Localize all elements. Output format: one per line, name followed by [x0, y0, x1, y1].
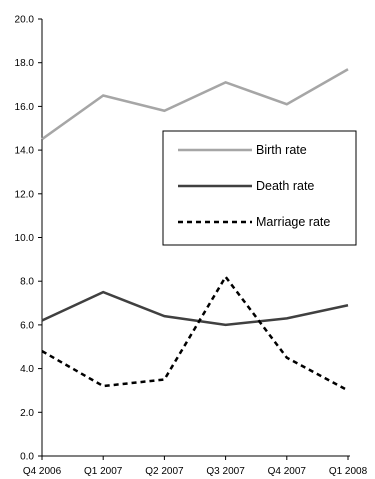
x-tick-label: Q4 2007: [268, 466, 307, 477]
series-line-birth-rate: [41, 68, 349, 141]
series-group: [41, 68, 349, 392]
legend-label-birth-rate: Birth rate: [256, 143, 307, 157]
x-tick-group: Q4 2006 Q1 2007 Q2 2007 Q3 2007 Q4 2007 Q1 20…: [23, 456, 368, 477]
y-tick-label: 0.0: [20, 452, 34, 463]
y-tick-group: 0.0 2.0 4.0 6.0 8.0 10.0 12.0 14.0 16.0 18.0 20.0: [15, 15, 42, 463]
legend-label-marriage-rate: Marriage rate: [256, 215, 330, 229]
x-tick-label: Q1 2008: [329, 466, 368, 477]
x-tick-label: Q4 2006: [23, 466, 62, 477]
legend: Birth rate Death rate Marriage rate: [162, 130, 357, 246]
y-tick-label: 16.0: [15, 102, 35, 113]
series-line-death-rate: [41, 290, 349, 327]
x-tick-label: Q3 2007: [206, 466, 245, 477]
y-tick-label: 6.0: [20, 320, 34, 331]
x-tick-label: Q1 2007: [84, 466, 123, 477]
y-tick-label: 10.0: [15, 233, 35, 244]
y-tick-label: 8.0: [20, 277, 34, 288]
y-tick-label: 18.0: [15, 58, 35, 69]
series-line-marriage-rate: [41, 274, 349, 392]
y-tick-label: 12.0: [15, 189, 35, 200]
y-tick-label: 20.0: [15, 15, 35, 26]
legend-label-death-rate: Death rate: [256, 179, 314, 193]
y-tick-label: 14.0: [15, 146, 35, 157]
y-tick-label: 2.0: [20, 408, 34, 419]
y-tick-label: 4.0: [20, 364, 34, 375]
x-tick-label: Q2 2007: [145, 466, 184, 477]
